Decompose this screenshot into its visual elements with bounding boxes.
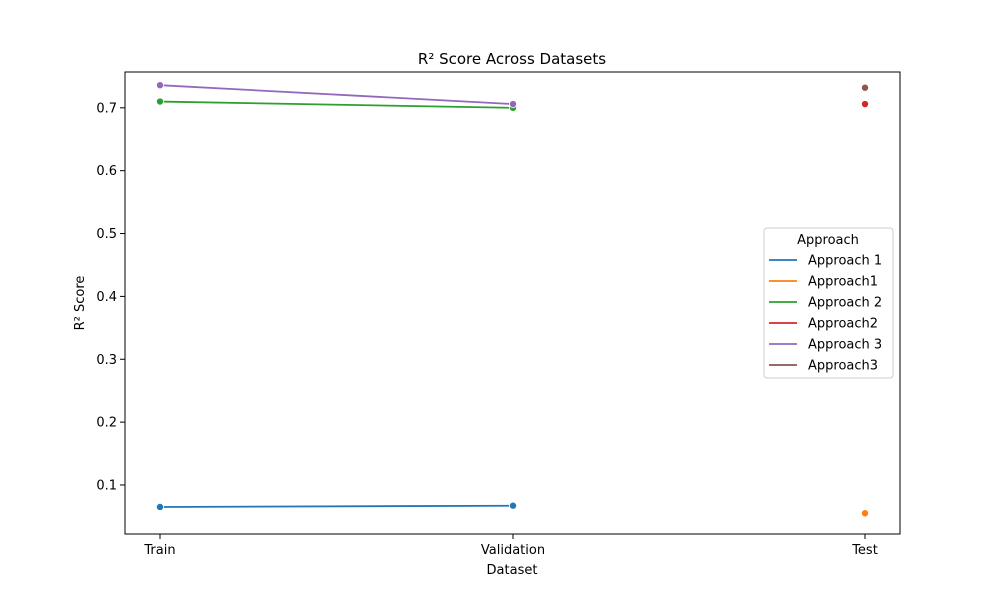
legend-label: Approach2 <box>808 317 878 332</box>
series-line <box>159 504 514 508</box>
data-point <box>508 501 517 510</box>
x-tick-label: Test <box>851 543 878 558</box>
legend-box <box>763 227 894 379</box>
data-point <box>155 81 164 90</box>
data-point <box>155 502 164 511</box>
y-tick-label: 0.3 <box>96 353 117 368</box>
y-axis-ticks: 0.1 0.2 0.3 0.4 0.5 0.6 0.7 <box>96 101 125 493</box>
data-point <box>861 100 870 109</box>
data-point <box>155 97 164 106</box>
legend-label: Approach3 <box>808 359 878 374</box>
series-line <box>159 100 514 109</box>
data-point <box>508 100 517 109</box>
data-point <box>861 509 870 518</box>
x-axis-ticks: Train Validation Test <box>143 534 878 558</box>
legend-items: Approach 1 Approach1 Approach 2 Approach2 Ap… <box>769 254 882 374</box>
data-point <box>861 83 870 92</box>
legend-label: Approach1 <box>808 275 878 290</box>
legend-label: Approach 2 <box>808 296 882 311</box>
legend-label: Approach 3 <box>808 338 882 353</box>
y-axis-label: R² Score <box>73 276 88 331</box>
y-tick-label: 0.2 <box>96 416 117 431</box>
y-tick-label: 0.4 <box>96 290 117 305</box>
y-tick-label: 0.5 <box>96 227 117 242</box>
series-lines <box>159 84 514 508</box>
x-axis-label: Dataset <box>487 563 538 578</box>
y-tick-label: 0.1 <box>96 478 117 493</box>
legend-label: Approach 1 <box>808 254 882 269</box>
chart-title: R² Score Across Datasets <box>418 50 606 68</box>
y-tick-label: 0.6 <box>96 164 117 179</box>
x-tick-label: Train <box>143 543 175 558</box>
series-line <box>159 84 514 105</box>
series-points <box>155 81 870 518</box>
x-tick-label: Validation <box>481 543 545 558</box>
y-tick-label: 0.7 <box>96 101 117 116</box>
legend-title: Approach <box>797 233 859 248</box>
